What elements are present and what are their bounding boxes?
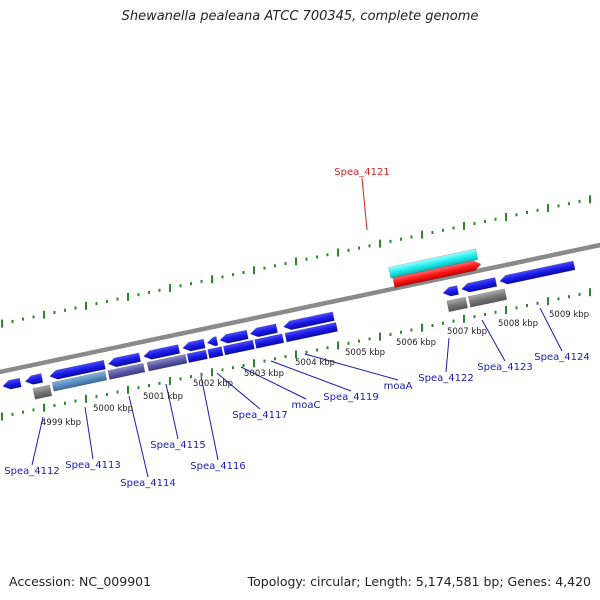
highlight-gene-arrow [392,260,482,288]
kbp-label: 5000 kbp [93,404,133,414]
gene-label: Spea_4117 [232,410,287,421]
upper-tick-track [1,195,591,328]
gene-leader-line [481,319,506,362]
cds-block [51,370,108,392]
gene-label: moaA [384,381,413,392]
gene-leader-line [539,307,563,352]
cds-block [207,346,224,359]
cds-arrow-reverse [24,373,44,385]
kbp-label: 4999 kbp [41,418,81,428]
gene-label: Spea_4122 [418,373,473,384]
highlight-match-block [388,248,479,279]
gene-label: Spea_4115 [150,440,205,451]
kbp-label: 5006 kbp [396,338,436,348]
cds-arrow-reverse [143,344,181,360]
cds-arrow-reverse [283,311,335,331]
gene-label: Spea_4113 [65,460,120,471]
gene-leader-line [200,375,219,461]
cds-arrow-reverse [2,377,22,390]
gene-leader-line [84,406,94,460]
lower-tick-track [1,288,591,421]
cds-arrow-reverse [442,285,460,297]
kbp-label: 5009 kbp [549,310,589,320]
gray-hit-block [446,296,468,313]
kbp-label: 5008 kbp [498,319,538,329]
gene-label: Spea_4119 [323,392,378,403]
cds-arrow-reverse [107,352,142,368]
gene-label: Spea_4112 [4,466,59,477]
gene-leader-line [216,372,261,410]
gene-leader-line [361,177,368,231]
gene-leader-line [128,395,149,478]
gene-leader-line [240,366,307,400]
gene-leader-line [31,416,44,466]
cds-arrow-reverse [206,336,219,347]
kbp-label: 5005 kbp [345,348,385,358]
gene-leader-line [304,353,399,381]
gray-hit-block [32,384,53,400]
kbp-label: 5004 kbp [295,358,335,368]
genome-backbone [0,242,600,375]
gene-label: Spea_4114 [120,478,175,489]
kbp-scale: 4999 kbp 5000 kbp 5001 kbp 5002 kbp 5003 kbp… [41,310,589,428]
highlight-gene-label: Spea_4121 [334,167,389,178]
cds-arrow-reverse [49,359,106,380]
cds-arrow-reverse [461,277,498,293]
gene-leader-line [165,383,179,440]
genome-summary: Topology: circular; Length: 5,174,581 bp… [247,574,591,589]
cds-arrow-reverse [499,260,576,285]
cds-block [222,339,255,356]
cds-block [186,349,208,364]
kbp-label: 5001 kbp [143,392,183,402]
gray-hit-block [467,288,508,308]
accession-label: Accession: NC_009901 [9,574,152,589]
cds-block [146,353,188,372]
kbp-label: 5007 kbp [447,327,487,337]
gene-leader-line [270,360,352,392]
kbp-label: 5002 kbp [193,379,233,389]
gene-label: Spea_4124 [534,352,589,363]
cds-arrow-reverse [182,338,206,352]
gene-features [2,248,576,400]
cds-block [284,322,339,343]
gene-label: moaC [292,400,321,411]
cds-arrow-reverse [219,329,249,344]
gene-leader-line [445,337,450,373]
cds-arrow-reverse [249,323,279,338]
cds-block [107,362,146,380]
gene-label: Spea_4123 [477,362,532,373]
gene-label: Spea_4116 [190,461,245,472]
kbp-label: 5003 kbp [244,369,284,379]
cds-block [254,333,285,349]
map-title: Shewanella pealeana ATCC 700345, complet… [121,9,479,24]
